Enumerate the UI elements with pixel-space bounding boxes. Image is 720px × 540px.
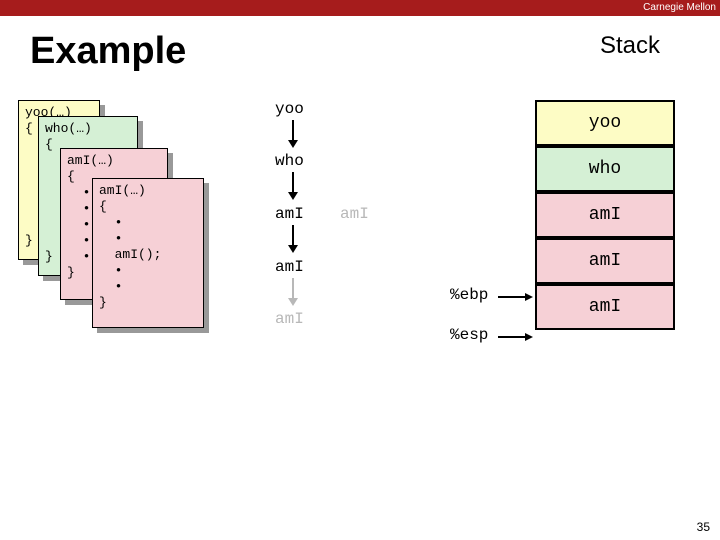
chain-label: yoo [275,100,304,118]
pointer-label-ebp: %ebp [450,286,488,304]
pointer-label-esp: %esp [450,326,488,344]
stack-frame: yoo [535,100,675,146]
chain-label-faded: amI [340,205,369,223]
stack-frame: who [535,146,675,192]
pointer-arrow-ebp [498,290,543,304]
chain-label: amI [275,310,304,328]
stack-title: Stack [600,32,660,60]
chain-arrow-down [283,170,303,202]
chain-label: amI [275,205,304,223]
chain-arrow-down [283,118,303,150]
chain-arrow-down [283,223,303,255]
page-title: Example [30,30,186,73]
topbar [0,0,720,16]
stack-frame: amI [535,284,675,330]
university-label: Carnegie Mellon [643,0,716,16]
chain-label: who [275,152,304,170]
codebox-amI2: amI(…) { • • amI(); • • } [92,178,204,328]
chain-arrow-down [283,276,303,308]
stack-frame: amI [535,192,675,238]
page-number: 35 [697,520,710,534]
pointer-arrow-esp [498,330,543,344]
stack-frame: amI [535,238,675,284]
chain-label: amI [275,258,304,276]
